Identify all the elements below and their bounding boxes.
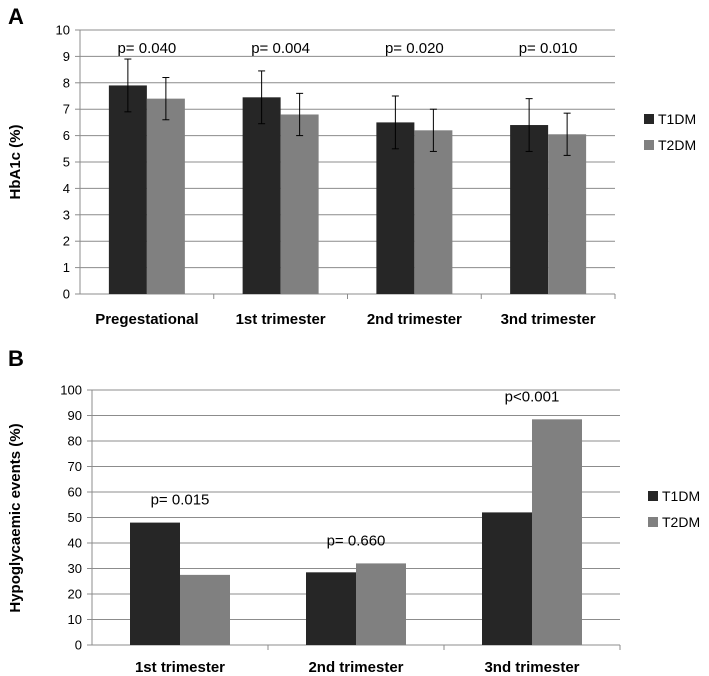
p-value-annotation: p<0.001	[505, 388, 560, 405]
y-tick-label: 0	[75, 638, 82, 653]
y-axis-label: HbA1c (%)	[7, 124, 24, 199]
legend-swatch-t2dm	[648, 517, 658, 527]
bar-t1dm	[306, 572, 356, 645]
y-axis-label: Hypoglycaemic events (%)	[7, 423, 24, 612]
bar-t1dm	[130, 522, 180, 645]
legend-swatch-t1dm	[644, 114, 654, 124]
bar-t2dm	[532, 419, 582, 645]
y-tick-label: 3	[63, 207, 70, 222]
x-category-label: 2nd trimester	[308, 659, 403, 676]
legend-label: T2DM	[662, 514, 700, 530]
y-tick-label: 10	[68, 612, 82, 627]
bar-t1dm	[510, 125, 549, 294]
y-tick-label: 0	[63, 287, 70, 302]
p-value-annotation: p= 0.040	[117, 40, 176, 57]
y-tick-label: 8	[63, 75, 70, 90]
panel-label: A	[8, 4, 24, 29]
legend-swatch-t2dm	[644, 140, 654, 150]
y-tick-label: 30	[68, 561, 82, 576]
legend-label: T1DM	[662, 488, 700, 504]
bar-t1dm	[108, 85, 147, 294]
p-value-annotation: p= 0.010	[519, 40, 578, 57]
bar-t2dm	[180, 574, 230, 645]
y-tick-label: 100	[60, 383, 82, 398]
y-tick-label: 10	[56, 23, 70, 38]
p-value-annotation: p= 0.015	[151, 492, 210, 509]
p-value-annotation: p= 0.660	[327, 532, 386, 549]
x-category-label: 2nd trimester	[367, 311, 462, 328]
x-category-label: 1st trimester	[236, 311, 326, 328]
y-tick-label: 9	[63, 49, 70, 64]
bar-t2dm	[146, 98, 185, 294]
bar-t1dm	[482, 512, 532, 645]
y-tick-label: 80	[68, 434, 82, 449]
y-tick-label: 6	[63, 128, 70, 143]
y-tick-label: 90	[68, 408, 82, 423]
p-value-annotation: p= 0.004	[251, 40, 310, 57]
bar-t2dm	[548, 134, 587, 294]
legend-swatch-t1dm	[648, 491, 658, 501]
bar-t2dm	[414, 130, 453, 294]
x-category-label: 3nd trimester	[501, 311, 596, 328]
x-category-label: 3nd trimester	[484, 659, 579, 676]
y-tick-label: 5	[63, 155, 70, 170]
p-value-annotation: p= 0.020	[385, 40, 444, 57]
y-tick-label: 7	[63, 102, 70, 117]
y-tick-label: 20	[68, 587, 82, 602]
y-tick-label: 40	[68, 536, 82, 551]
bar-t1dm	[376, 122, 415, 295]
bar-t2dm	[280, 114, 319, 294]
panel-label: B	[8, 346, 24, 371]
legend-label: T2DM	[658, 137, 696, 153]
y-tick-label: 4	[63, 181, 70, 196]
y-tick-label: 60	[68, 485, 82, 500]
x-category-label: Pregestational	[95, 311, 198, 328]
bar-t2dm	[356, 563, 406, 645]
legend-label: T1DM	[658, 111, 696, 127]
y-tick-label: 70	[68, 459, 82, 474]
bar-t1dm	[242, 97, 281, 294]
x-category-label: 1st trimester	[135, 659, 225, 676]
y-tick-label: 1	[63, 260, 70, 275]
y-tick-label: 2	[63, 234, 70, 249]
y-tick-label: 50	[68, 510, 82, 525]
